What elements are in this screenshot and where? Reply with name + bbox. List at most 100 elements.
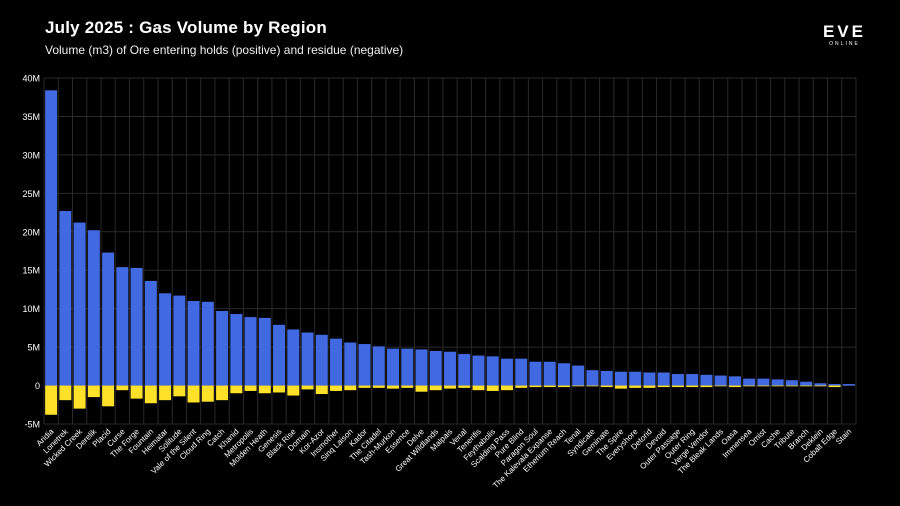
- bar-negative: [828, 385, 841, 388]
- bar-negative: [671, 385, 684, 388]
- bar-positive: [671, 374, 684, 386]
- bar-negative: [415, 385, 428, 392]
- bar-negative: [686, 385, 699, 388]
- bar-positive: [586, 370, 599, 386]
- bar-positive: [842, 384, 855, 386]
- bar-positive: [743, 378, 756, 386]
- bar-negative: [144, 385, 157, 404]
- bar-positive: [173, 295, 186, 386]
- bar-positive: [458, 354, 471, 386]
- chart-header: July 2025 : Gas Volume by Region Volume …: [45, 18, 403, 57]
- bar-negative: [45, 385, 58, 415]
- bar-positive: [130, 267, 143, 386]
- bar-positive: [657, 372, 670, 386]
- bar-positive: [301, 332, 314, 386]
- bar-positive: [87, 230, 100, 386]
- bar-negative: [201, 385, 214, 402]
- bar-positive: [444, 351, 456, 386]
- bar-negative: [387, 385, 400, 389]
- bar-negative: [330, 385, 343, 391]
- bar-negative: [743, 385, 756, 387]
- bar-negative: [73, 385, 86, 409]
- x-tick-label: Stain: [834, 427, 853, 446]
- bar-positive: [230, 314, 243, 386]
- bar-positive: [45, 90, 58, 386]
- bar-negative: [785, 385, 798, 387]
- bar-negative: [614, 385, 627, 389]
- bar-positive: [273, 324, 286, 386]
- bar-negative: [372, 385, 385, 388]
- bar-negative: [130, 385, 143, 399]
- bar-negative: [543, 385, 556, 388]
- bar-positive: [828, 384, 841, 386]
- bar-positive: [372, 346, 385, 386]
- chart-title: July 2025 : Gas Volume by Region: [45, 18, 327, 37]
- y-tick-label: 20M: [22, 227, 40, 237]
- bar-negative: [814, 385, 827, 387]
- bar-positive: [814, 383, 827, 386]
- bar-negative: [643, 385, 656, 388]
- bar-positive: [73, 222, 86, 386]
- bar-negative: [771, 385, 784, 387]
- bar-negative: [102, 385, 115, 407]
- bar-positive: [429, 350, 442, 386]
- bar-negative: [700, 385, 713, 388]
- y-tick-label: 40M: [22, 74, 40, 84]
- bar-positive: [600, 370, 613, 386]
- logo-main-text: EVE: [822, 22, 866, 41]
- y-tick-label: 35M: [22, 112, 40, 122]
- y-tick-label: 10M: [22, 304, 40, 314]
- bar-negative: [273, 385, 286, 393]
- bar-negative: [800, 385, 813, 387]
- bar-negative: [444, 385, 456, 389]
- bar-negative: [572, 385, 585, 387]
- y-tick-label: 30M: [22, 150, 40, 160]
- bar-positive: [771, 379, 784, 386]
- bar-negative: [500, 385, 513, 391]
- bar-positive: [258, 317, 271, 386]
- bar-positive: [472, 355, 485, 386]
- bar-negative: [600, 385, 613, 388]
- bar-negative: [159, 385, 172, 401]
- y-tick-label: 15M: [22, 266, 40, 276]
- bar-negative: [344, 385, 357, 391]
- bar-negative: [173, 385, 186, 397]
- bar-positive: [144, 280, 157, 386]
- bar-negative: [258, 385, 271, 394]
- bar-negative: [586, 385, 599, 387]
- bar-positive: [216, 310, 229, 386]
- bar-negative: [657, 385, 670, 388]
- bar-positive: [557, 363, 570, 386]
- bar-positive: [800, 381, 813, 386]
- bar-positive: [287, 329, 300, 386]
- logo-sub-text: ONLINE: [829, 41, 860, 47]
- bar-positive: [159, 293, 172, 386]
- bar-positive: [486, 356, 499, 386]
- bar-negative: [216, 385, 229, 401]
- bar-negative: [244, 385, 257, 391]
- bar-negative: [429, 385, 442, 391]
- bar-positive: [529, 361, 542, 386]
- bar-positive: [330, 338, 343, 386]
- bar-negative: [486, 385, 499, 391]
- bar-positive: [116, 267, 129, 386]
- bar-negative: [187, 385, 200, 403]
- y-tick-label: 5M: [27, 343, 40, 353]
- bar-positive: [728, 376, 741, 386]
- bar-negative: [529, 385, 542, 388]
- bar-negative: [230, 385, 243, 394]
- bar-negative: [116, 385, 129, 391]
- bar-negative: [87, 385, 100, 398]
- bar-positive: [700, 374, 713, 386]
- bar-positive: [714, 375, 727, 386]
- bar-positive: [344, 342, 357, 386]
- bar-positive: [201, 301, 214, 386]
- eve-online-logo: EVE ONLINE: [822, 22, 866, 47]
- y-tick-label: 0: [35, 381, 40, 391]
- bar-positive: [757, 378, 770, 386]
- bar-positive: [387, 348, 400, 386]
- bar-positive: [415, 349, 428, 386]
- bar-positive: [401, 348, 414, 386]
- bar-positive: [500, 358, 513, 386]
